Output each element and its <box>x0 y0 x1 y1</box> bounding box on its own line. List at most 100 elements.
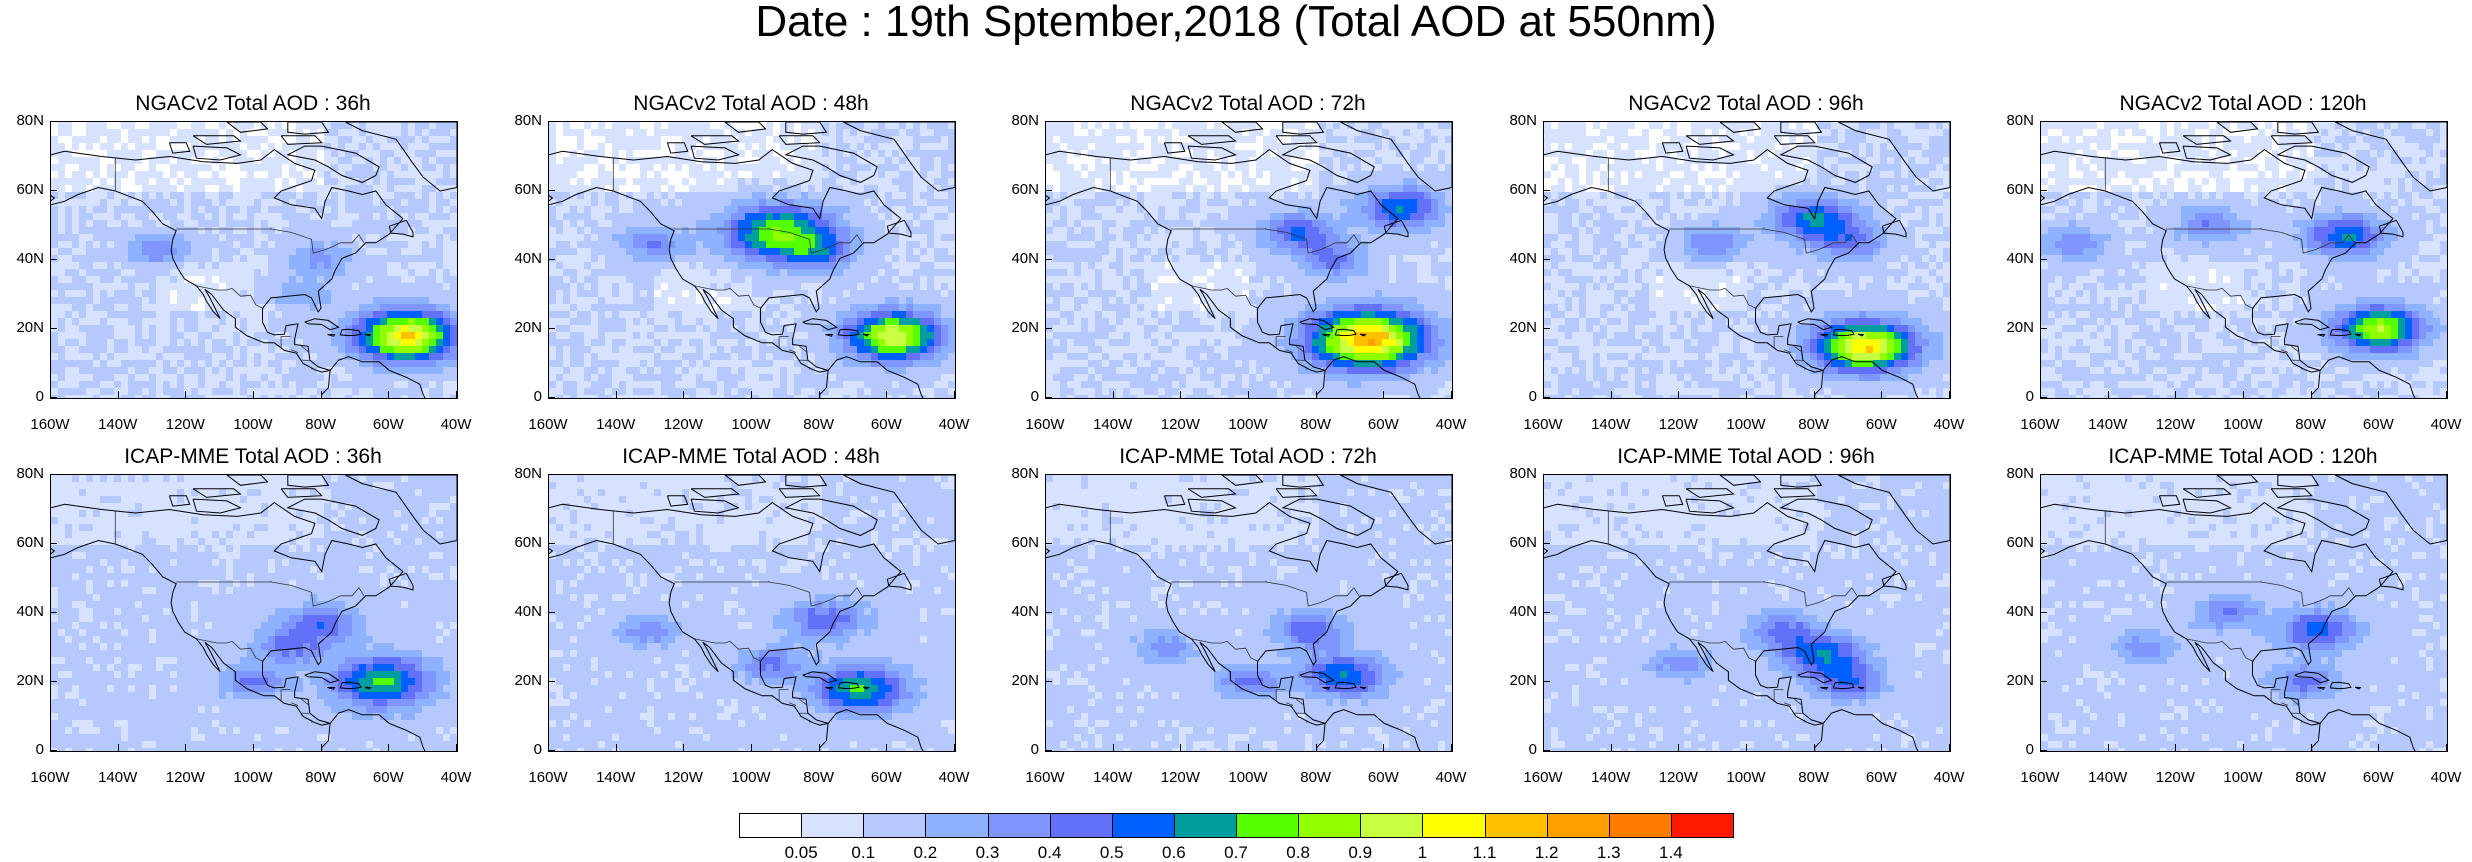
x-tick-mark <box>253 744 254 751</box>
coastline <box>1719 122 1762 133</box>
coastline <box>304 318 340 331</box>
x-tick-mark <box>1543 744 1544 751</box>
colorbar-label: 0.7 <box>1216 844 1256 862</box>
country-border <box>1773 336 1784 348</box>
country-border <box>270 581 365 607</box>
x-tick-label: 100W <box>726 417 776 433</box>
aod-field-svg <box>51 475 457 751</box>
x-tick-mark <box>1746 391 1747 398</box>
coastline <box>2354 333 2362 337</box>
y-tick-mark <box>1045 612 1052 613</box>
map-panel: ICAP-MME Total AOD : 36h 80N 60N 40N 20N 0 160… <box>0 444 500 844</box>
x-tick-label: 160W <box>2015 417 2065 433</box>
colorbar-swatch <box>1173 813 1237 838</box>
y-tick-mark <box>1543 121 1550 122</box>
x-tick-mark <box>1451 744 1452 751</box>
country-border <box>789 702 797 706</box>
coastline <box>549 148 902 373</box>
coastline <box>51 148 404 373</box>
coastline <box>1340 122 1452 192</box>
x-tick-label: 120W <box>160 417 210 433</box>
y-tick-label: 60N <box>0 535 44 551</box>
coastline <box>837 328 860 337</box>
x-tick-label: 120W <box>2150 770 2200 786</box>
x-tick-label: 140W <box>1088 417 1138 433</box>
country-border <box>301 698 309 705</box>
aod-grid <box>51 122 457 398</box>
x-tick-label: 80W <box>296 417 346 433</box>
coastline <box>1187 488 1237 498</box>
y-tick-mark <box>2040 190 2047 191</box>
country-border <box>1286 702 1294 706</box>
panel-title: NGACv2 Total AOD : 72h <box>1045 91 1451 117</box>
y-tick-label: 40N <box>1493 604 1537 620</box>
panel-title: ICAP-MME Total AOD : 96h <box>1543 444 1949 470</box>
coastline <box>2270 488 2313 498</box>
x-tick-label: 160W <box>523 417 573 433</box>
y-tick-label: 60N <box>1990 535 2034 551</box>
country-border <box>694 638 762 662</box>
y-tick-label: 40N <box>1990 604 2034 620</box>
y-tick-mark <box>2040 474 2047 475</box>
y-tick-label: 80N <box>498 466 542 482</box>
y-tick-label: 20N <box>1990 673 2034 689</box>
colorbar-swatch <box>987 813 1051 838</box>
colorbar-swatch <box>739 813 803 838</box>
x-tick-label: 120W <box>1155 417 1205 433</box>
x-tick-label: 80W <box>1291 417 1341 433</box>
x-tick-mark <box>185 744 187 751</box>
country-border <box>2166 227 2262 230</box>
aod-grid <box>1544 475 1950 751</box>
aod-grid <box>1046 475 1452 751</box>
x-tick-label: 80W <box>1291 770 1341 786</box>
country-border <box>1773 689 1784 701</box>
x-tick-mark <box>117 744 119 751</box>
country-border <box>1784 349 1792 353</box>
coastline <box>2182 145 2232 161</box>
y-tick-mark <box>1543 190 1550 191</box>
coastline <box>339 681 362 690</box>
x-tick-label: 80W <box>2286 417 2336 433</box>
country-border <box>1689 638 1757 662</box>
country-border <box>768 581 863 607</box>
x-tick-mark <box>1451 391 1452 398</box>
colorbar-label: 1.1 <box>1465 844 1505 862</box>
x-tick-mark <box>1678 744 1680 751</box>
country-border <box>1689 285 1757 309</box>
y-tick-label: 80N <box>1493 113 1537 129</box>
y-tick-mark <box>548 397 555 398</box>
x-tick-label: 160W <box>1020 417 1070 433</box>
colorbar-label: 0.2 <box>905 844 945 862</box>
coastline <box>1299 318 1335 331</box>
x-tick-label: 60W <box>2353 770 2403 786</box>
y-tick-mark <box>50 328 57 329</box>
y-tick-label: 0 <box>995 742 1039 758</box>
coastline <box>1383 572 1409 591</box>
panel-title: ICAP-MME Total AOD : 120h <box>2040 444 2446 470</box>
coastline <box>1881 219 1907 238</box>
coastline <box>2276 498 2370 536</box>
country-border <box>1296 698 1304 705</box>
coastline <box>1340 475 1452 545</box>
y-tick-label: 80N <box>1990 466 2034 482</box>
y-tick-label: 0 <box>1493 389 1537 405</box>
coastline <box>1322 334 1331 337</box>
coastline <box>1383 219 1409 238</box>
coastline <box>2329 328 2352 337</box>
country-border <box>1265 581 1360 607</box>
map-panel: NGACv2 Total AOD : 36h 80N 60N 40N 20N 0 160W 1… <box>0 91 500 491</box>
coastline <box>778 488 821 498</box>
y-tick-label: 60N <box>498 535 542 551</box>
coastline <box>2216 475 2259 486</box>
country-border <box>694 285 762 309</box>
x-tick-mark <box>954 744 955 751</box>
coastline <box>2216 122 2259 133</box>
coastline <box>1544 501 1897 726</box>
x-tick-mark <box>1180 391 1182 398</box>
country-border <box>1784 702 1792 706</box>
coastline <box>388 572 414 591</box>
map-panel: NGACv2 Total AOD : 96h 80N 60N 40N 20N 0 160W 1… <box>1493 91 1993 491</box>
coastline <box>388 219 414 238</box>
x-tick-mark <box>2107 391 2109 398</box>
aod-grid <box>2041 122 2447 398</box>
